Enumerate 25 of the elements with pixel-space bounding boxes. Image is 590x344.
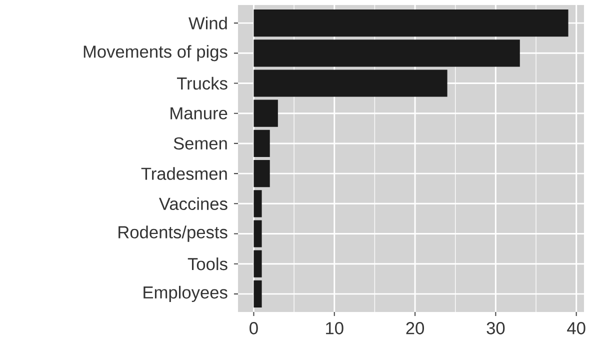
y-tick-label: Tradesmen (141, 167, 227, 180)
x-tick-label: 10 (326, 322, 344, 334)
bar (254, 100, 278, 127)
bar (254, 160, 270, 188)
y-tick-label: Manure (170, 107, 228, 120)
x-tick-label: 30 (486, 322, 505, 334)
y-tick-label: Rodents/pests (118, 226, 228, 242)
x-tick-label: 40 (567, 322, 586, 334)
y-tick-label: Employees (144, 286, 228, 302)
bar (254, 130, 270, 157)
y-tick-label: Wind (188, 16, 227, 30)
y-tick-label: Movements of pigs (84, 45, 228, 62)
bar (254, 40, 520, 67)
bar (254, 10, 568, 37)
x-tick-label: 20 (406, 322, 424, 334)
y-tick-label: Semen (174, 137, 227, 150)
x-tick-label: 0 (250, 322, 258, 334)
y-tick-label: Vaccines (158, 197, 228, 210)
y-tick-label: Tools (188, 257, 228, 270)
y-tick-label: Trucks (176, 76, 228, 90)
bar (254, 190, 262, 218)
bar (254, 70, 448, 97)
bar (254, 220, 262, 248)
bar (254, 280, 262, 308)
bar (254, 250, 262, 278)
